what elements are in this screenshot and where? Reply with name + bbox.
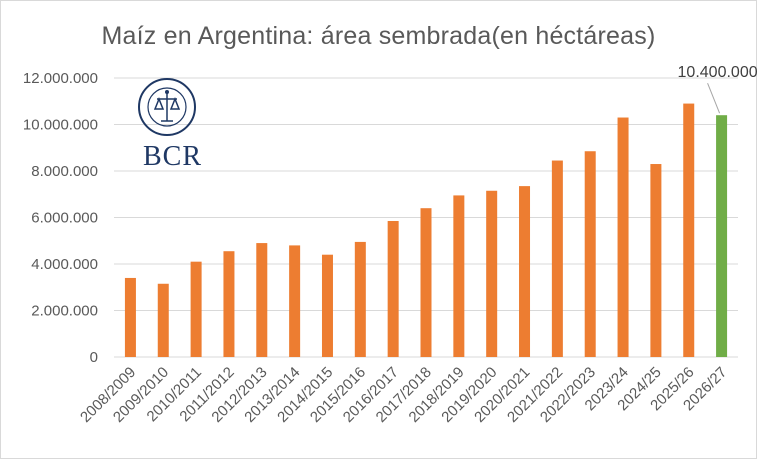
chart-title: Maíz en Argentina: área sembrada(en héct… [101, 22, 656, 50]
bar [387, 220, 399, 357]
bar [716, 115, 728, 357]
bcr-seal-logo [138, 78, 196, 136]
data-label-leader [707, 83, 721, 114]
bar [223, 251, 235, 357]
bar [289, 245, 301, 357]
data-label: 10.400.000 [678, 64, 757, 81]
bar [617, 117, 629, 358]
bar [683, 103, 695, 357]
y-tick-label: 12.000.000 [23, 70, 98, 87]
bar [486, 190, 498, 357]
bar [420, 208, 432, 357]
y-tick-label: 6.000.000 [31, 210, 98, 227]
bar [354, 241, 366, 357]
bar [650, 164, 662, 357]
bar [190, 261, 202, 357]
bar [124, 277, 136, 357]
bar [453, 195, 465, 357]
bar [519, 186, 531, 357]
bcr-logo-text: BCR [143, 141, 203, 172]
y-tick-label: 10.000.000 [23, 117, 98, 134]
bar [256, 243, 268, 357]
bar [157, 283, 169, 357]
y-tick-label: 4.000.000 [31, 256, 98, 273]
bar [321, 254, 333, 357]
y-tick-label: 2.000.000 [31, 303, 98, 320]
bar [551, 160, 563, 357]
y-tick-label: 0 [90, 349, 98, 366]
y-tick-label: 8.000.000 [31, 163, 98, 180]
bar [584, 151, 596, 357]
